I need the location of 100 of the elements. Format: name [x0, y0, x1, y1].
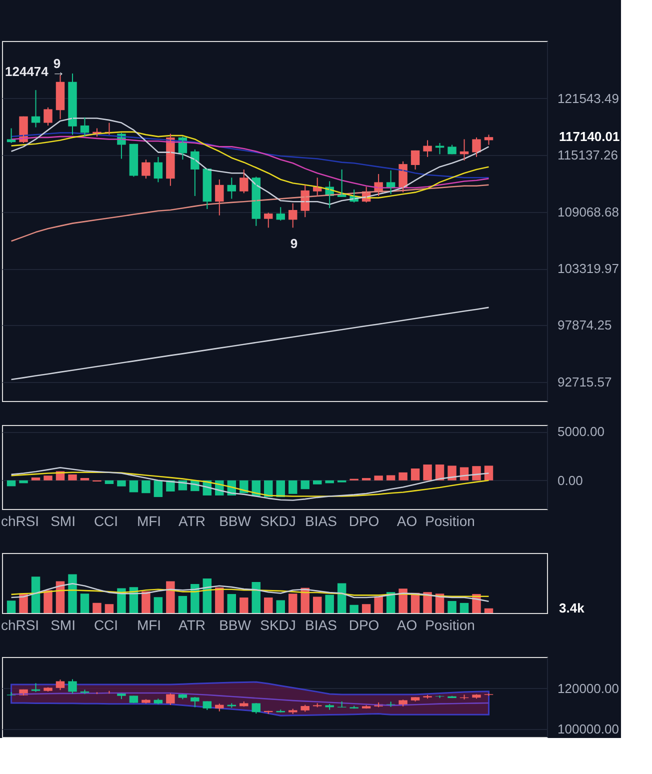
line-series	[10, 472, 490, 497]
bar	[31, 478, 40, 480]
bar	[374, 476, 383, 480]
candlestick	[362, 704, 371, 710]
bar	[325, 594, 334, 613]
bar	[166, 581, 175, 613]
candlestick	[325, 704, 334, 710]
text: 3.4k	[559, 600, 586, 616]
y-tick-label: 92715.57	[558, 374, 612, 390]
y-tick-label: 0.00	[558, 472, 583, 488]
text: chRSI	[0, 513, 40, 529]
candlestick	[215, 179, 224, 216]
candlestick	[410, 696, 420, 702]
text: SKDJ	[260, 513, 296, 529]
candlestick	[142, 159, 150, 180]
bar	[264, 480, 273, 498]
candlestick	[166, 692, 175, 706]
bar	[386, 592, 396, 613]
text: BBW	[219, 513, 252, 529]
candlestick	[44, 686, 52, 692]
y-tick-label: 100000.00	[558, 722, 619, 737]
candlestick	[276, 709, 285, 713]
annotation: 9	[290, 236, 298, 251]
candlestick	[435, 695, 444, 699]
bar	[448, 601, 456, 613]
text: BBW	[219, 617, 252, 633]
bar	[104, 480, 114, 484]
bar	[19, 480, 28, 484]
bar	[44, 590, 52, 613]
candlestick	[288, 708, 298, 714]
candlestick	[423, 694, 432, 700]
bar	[484, 466, 494, 480]
candlestick	[129, 695, 138, 704]
text: BIAS	[305, 617, 337, 633]
bar	[423, 464, 432, 480]
bar	[337, 583, 346, 613]
y-tick-label: 5000.00	[558, 424, 604, 440]
bar	[312, 480, 322, 484]
bar	[6, 480, 16, 486]
y-tick-label: 97874.25	[558, 318, 612, 333]
candlestick	[190, 696, 200, 708]
bar	[6, 600, 16, 613]
text: DPO	[348, 513, 380, 529]
bar	[350, 604, 358, 613]
bar	[398, 588, 408, 613]
text: SMI	[50, 513, 76, 529]
bar	[142, 591, 150, 613]
line-series	[10, 306, 490, 380]
bar	[215, 587, 224, 613]
bar	[362, 604, 371, 613]
candlestick	[300, 704, 310, 712]
bar	[240, 598, 248, 613]
bar	[435, 464, 444, 480]
bar	[288, 594, 298, 613]
bar	[288, 480, 298, 494]
y-tick-label: 121543.49	[558, 90, 619, 106]
candlestick	[472, 136, 481, 158]
candlestick	[44, 106, 52, 126]
bar	[264, 598, 273, 613]
y-tick-label: 103319.97	[558, 261, 619, 276]
bar	[398, 472, 408, 480]
bar	[386, 475, 396, 480]
text: Position	[425, 513, 475, 529]
bar	[31, 576, 40, 613]
bar	[460, 467, 469, 480]
bar	[227, 594, 236, 613]
text: SKDJ	[260, 617, 296, 633]
bar	[80, 594, 90, 613]
candlestick	[240, 700, 248, 708]
candlestick	[350, 705, 358, 710]
bar	[472, 466, 481, 480]
bar	[44, 476, 52, 480]
text: CCI	[94, 513, 118, 529]
text: ATR	[178, 513, 206, 529]
bar	[300, 588, 310, 613]
bar	[252, 582, 260, 613]
text: MFI	[136, 513, 162, 529]
text: Position	[425, 617, 475, 633]
text: DPO	[348, 617, 380, 633]
bar	[68, 474, 77, 480]
text: 117140.01	[559, 129, 620, 144]
text: ATR	[178, 617, 206, 633]
bar	[202, 578, 212, 613]
y-tick-label: 109068.68	[558, 204, 619, 220]
text: SMI	[50, 617, 76, 633]
bar	[154, 480, 163, 498]
bar	[178, 596, 188, 613]
candlestick	[117, 692, 126, 700]
candlestick	[142, 698, 150, 704]
bar	[92, 602, 102, 613]
candlestick	[202, 700, 212, 711]
bar	[423, 592, 432, 613]
bar	[410, 468, 420, 480]
candlestick	[240, 168, 248, 194]
bar	[460, 602, 469, 613]
bar	[300, 480, 310, 490]
text: AO	[396, 513, 418, 529]
bar	[312, 596, 322, 613]
bar	[448, 466, 456, 480]
text: BIAS	[305, 513, 337, 529]
